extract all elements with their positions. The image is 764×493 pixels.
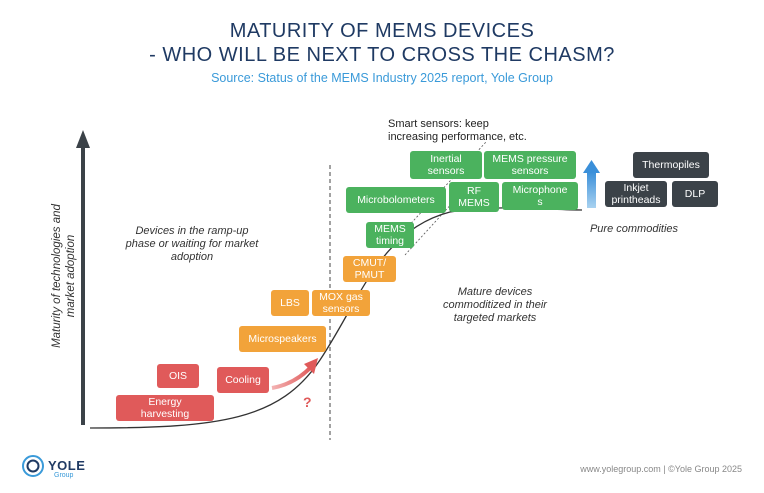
microbolometers-box: Microbolometers bbox=[346, 187, 446, 213]
inertial-sensors-box: Inertial sensors bbox=[410, 151, 482, 179]
mems-timing-box: MEMS timing bbox=[366, 222, 414, 248]
dlp-box: DLP bbox=[672, 181, 718, 207]
yole-logo: YOLE bbox=[48, 458, 86, 473]
ois-box: OIS bbox=[157, 364, 199, 388]
microspeakers-box: Microspeakers bbox=[239, 326, 326, 352]
cooling-box: Cooling bbox=[217, 367, 269, 393]
footer-credit: www.yolegroup.com | ©Yole Group 2025 bbox=[580, 464, 742, 474]
mature-annotation: Mature devices commoditized in their tar… bbox=[443, 286, 547, 324]
chasm-arrowhead bbox=[304, 358, 318, 374]
yole-logo-sub: Group bbox=[54, 472, 74, 479]
logo-ring-outer bbox=[22, 455, 44, 477]
microphones-box: Microphone s bbox=[502, 182, 578, 210]
inkjet-printheads-box: Inkjet printheads bbox=[605, 181, 667, 207]
commodity-arrow-shaft bbox=[587, 172, 596, 208]
smart-sensors-annotation: Smart sensors: keep increasing performan… bbox=[388, 118, 527, 143]
page-title-line1: MATURITY OF MEMS DEVICES bbox=[229, 20, 535, 42]
mox-gas-sensors-box: MOX gas sensors bbox=[312, 290, 370, 316]
lbs-box: LBS bbox=[271, 290, 309, 316]
question-mark: ? bbox=[303, 394, 312, 410]
source-text: Source: Status of the MEMS Industry 2025… bbox=[211, 71, 553, 85]
mems-pressure-sensors-box: MEMS pressure sensors bbox=[484, 151, 576, 179]
y-axis-label: Maturity of technologies and market adop… bbox=[51, 204, 77, 348]
commodities-annotation: Pure commodities bbox=[589, 223, 679, 235]
page-title-line2: - WHO WILL BE NEXT TO CROSS THE CHASM? bbox=[149, 44, 615, 66]
ramp-up-annotation: Devices in the ramp-up phase or waiting … bbox=[125, 225, 259, 263]
commodity-arrowhead bbox=[583, 160, 600, 173]
cmut-pmut-box: CMUT/PMUT bbox=[343, 256, 396, 282]
rf-mems-box: RF MEMS bbox=[449, 182, 499, 212]
y-axis-arrowhead bbox=[76, 130, 90, 148]
logo-ring-inner bbox=[26, 459, 40, 473]
thermopiles-box: Thermopiles bbox=[633, 152, 709, 178]
energy-harvesting-box: Energy harvesting bbox=[116, 395, 214, 421]
